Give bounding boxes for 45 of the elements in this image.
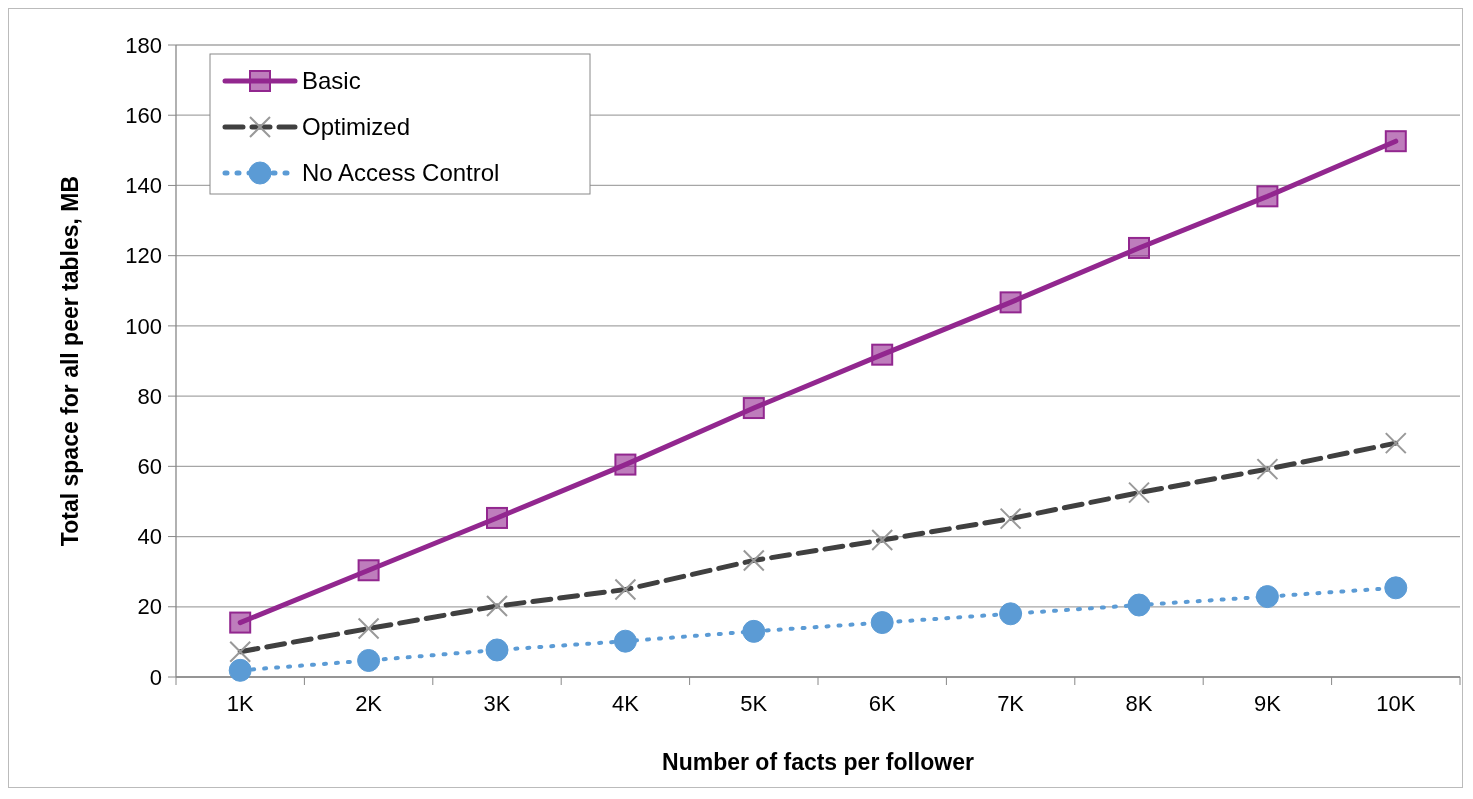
x-tick-label: 8K (1125, 691, 1153, 716)
y-axis-title: Total space for all peer tables, MB (57, 175, 83, 547)
x-tick-label: 3K (483, 691, 511, 716)
y-tick-label: 160 (125, 102, 162, 128)
point (1384, 576, 1408, 600)
point (871, 343, 894, 366)
y-tick-label: 100 (125, 313, 162, 339)
point (486, 506, 508, 529)
point (485, 638, 509, 662)
legend-label: Basic (302, 67, 361, 95)
x-tick-label: 9K (1253, 691, 1282, 716)
y-tick-label: 0 (149, 664, 162, 690)
point (742, 397, 765, 420)
x-tick-label: 10K (1376, 691, 1416, 716)
legend-label: No Access Control (302, 159, 500, 187)
y-tick-label: 80 (137, 383, 162, 409)
point (1128, 236, 1150, 259)
point (1384, 130, 1407, 153)
point (357, 649, 381, 672)
x-tick-label: 4K (611, 691, 640, 716)
y-tick-label: 20 (137, 594, 162, 620)
point (742, 619, 766, 643)
point (999, 602, 1023, 626)
point (1256, 185, 1279, 208)
point (1255, 585, 1279, 609)
y-tick-label: 180 (125, 32, 162, 58)
y-tick-label: 40 (137, 524, 162, 550)
point (614, 453, 637, 476)
x-tick-label: 7K (997, 691, 1025, 716)
y-tick-label: 120 (125, 243, 162, 269)
x-tick-label: 1K (226, 691, 254, 716)
x-tick-label: 6K (868, 691, 896, 716)
y-tick-label: 140 (125, 173, 162, 199)
point (613, 629, 637, 653)
x-tick-label: 5K (740, 691, 768, 716)
point (357, 559, 380, 582)
point (228, 658, 252, 682)
point (870, 611, 894, 635)
legend-label: Optimized (302, 113, 411, 141)
x-tick-label: 2K (355, 691, 383, 716)
y-tick-label: 60 (137, 454, 162, 480)
point (999, 291, 1022, 314)
point (229, 611, 252, 634)
x-axis-title: Number of facts per follower (662, 749, 974, 775)
point (1127, 593, 1151, 617)
